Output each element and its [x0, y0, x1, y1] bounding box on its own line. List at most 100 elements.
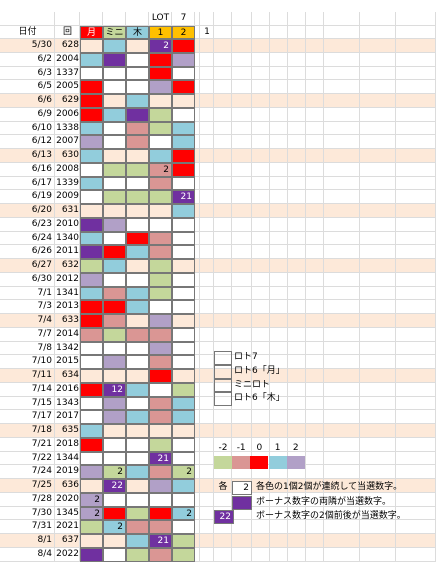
grid-cell: [396, 162, 436, 177]
data-cell: [149, 286, 172, 301]
round-cell: 1338: [56, 122, 79, 133]
grid-cell: [55, 217, 80, 232]
round-cell: 1344: [56, 452, 79, 463]
grid-cell: [195, 259, 200, 273]
grid-cell: [396, 121, 436, 136]
data-cell: [80, 341, 103, 356]
grid-cell: [306, 355, 324, 369]
data-cell: [80, 437, 103, 452]
grid-cell: [324, 465, 360, 479]
grid-cell: [306, 162, 324, 177]
date-cell: 6/17: [31, 177, 52, 188]
data-cell: [172, 80, 195, 94]
data-cell: [126, 410, 149, 424]
note-box: 2: [232, 481, 252, 495]
data-cell: [149, 190, 172, 204]
grid-cell: [200, 506, 214, 521]
grid-cell: [360, 534, 396, 548]
data-cell: [126, 245, 149, 259]
grid-cell: [200, 25, 214, 39]
data-cell: [103, 94, 126, 108]
legend-label: ロト6「木」: [234, 393, 285, 404]
grid-cell: [200, 369, 214, 383]
grid-cell: [0, 286, 55, 301]
round-cell: 2018: [56, 438, 79, 449]
grid-cell: [360, 94, 396, 108]
grid-cell: [55, 506, 80, 521]
grid-cell: [200, 66, 214, 81]
data-cell: [80, 286, 103, 301]
grid-cell: [360, 437, 396, 452]
data-cell: [103, 107, 126, 122]
grid-cell: [80, 12, 103, 26]
grid-cell: [324, 107, 360, 122]
data-cell: [172, 94, 195, 108]
grid-cell: [396, 341, 436, 356]
data-cell: [80, 272, 103, 287]
grid-cell: [324, 176, 360, 191]
grid-cell: [306, 341, 324, 356]
grid-cell: [360, 107, 396, 122]
grid-cell: [195, 107, 200, 122]
grid-cell: [232, 204, 252, 218]
grid-cell: [0, 204, 55, 218]
data-cell: [103, 135, 126, 149]
grid-cell: [288, 190, 306, 204]
grid-cell: [306, 314, 324, 328]
grid-cell: [360, 465, 396, 479]
grid-cell: [232, 80, 252, 94]
grid-cell: [396, 327, 436, 342]
legend-box: [214, 378, 232, 393]
data-cell: [126, 135, 149, 149]
grid-cell: [324, 286, 360, 301]
data-cell: [149, 204, 172, 218]
grid-cell: [195, 245, 200, 259]
grid-cell: [0, 506, 55, 521]
grid-cell: [200, 52, 214, 67]
data-cell: [149, 217, 172, 232]
round-cell: 1340: [56, 232, 79, 243]
grid-cell: [232, 259, 252, 273]
grid-cell: [214, 314, 232, 328]
data-cell: 2: [80, 492, 103, 507]
grid-cell: [200, 534, 214, 548]
grid-cell: [0, 465, 55, 479]
grid-cell: [0, 314, 55, 328]
grid-cell: [232, 12, 252, 26]
grid-cell: [195, 314, 200, 328]
grid-cell: [270, 355, 288, 369]
grid-cell: [396, 190, 436, 204]
grid-cell: [214, 176, 232, 191]
date-cell: 7/15: [31, 397, 52, 408]
grid-cell: [232, 107, 252, 122]
grid-cell: [396, 217, 436, 232]
date-cell: 6/12: [31, 136, 52, 147]
grid-cell: [232, 396, 252, 411]
grid-cell: [252, 162, 270, 177]
grid-cell: [396, 204, 436, 218]
round-cell: 2011: [56, 246, 79, 257]
data-cell: [149, 465, 172, 479]
data-cell: [80, 162, 103, 177]
grid-cell: [103, 12, 126, 26]
round-cell: 633: [61, 315, 79, 325]
grid-cell: [360, 25, 396, 39]
grid-cell: [55, 259, 80, 273]
grid-cell: [252, 217, 270, 232]
scale-label: 0: [256, 443, 263, 453]
grid-cell: [324, 506, 360, 521]
data-cell: [103, 149, 126, 163]
grid-cell: [55, 479, 80, 493]
data-cell: [126, 259, 149, 273]
round-cell: 628: [61, 40, 79, 50]
data-cell: [126, 341, 149, 356]
data-cell: [172, 300, 195, 314]
grid-cell: [270, 94, 288, 108]
grid-cell: [306, 492, 324, 507]
grid-cell: [288, 107, 306, 122]
grid-cell: [288, 382, 306, 397]
grid-cell: [288, 479, 306, 493]
round-cell: 1345: [56, 507, 79, 518]
date-cell: 6/9: [37, 108, 52, 119]
data-cell: [126, 424, 149, 438]
